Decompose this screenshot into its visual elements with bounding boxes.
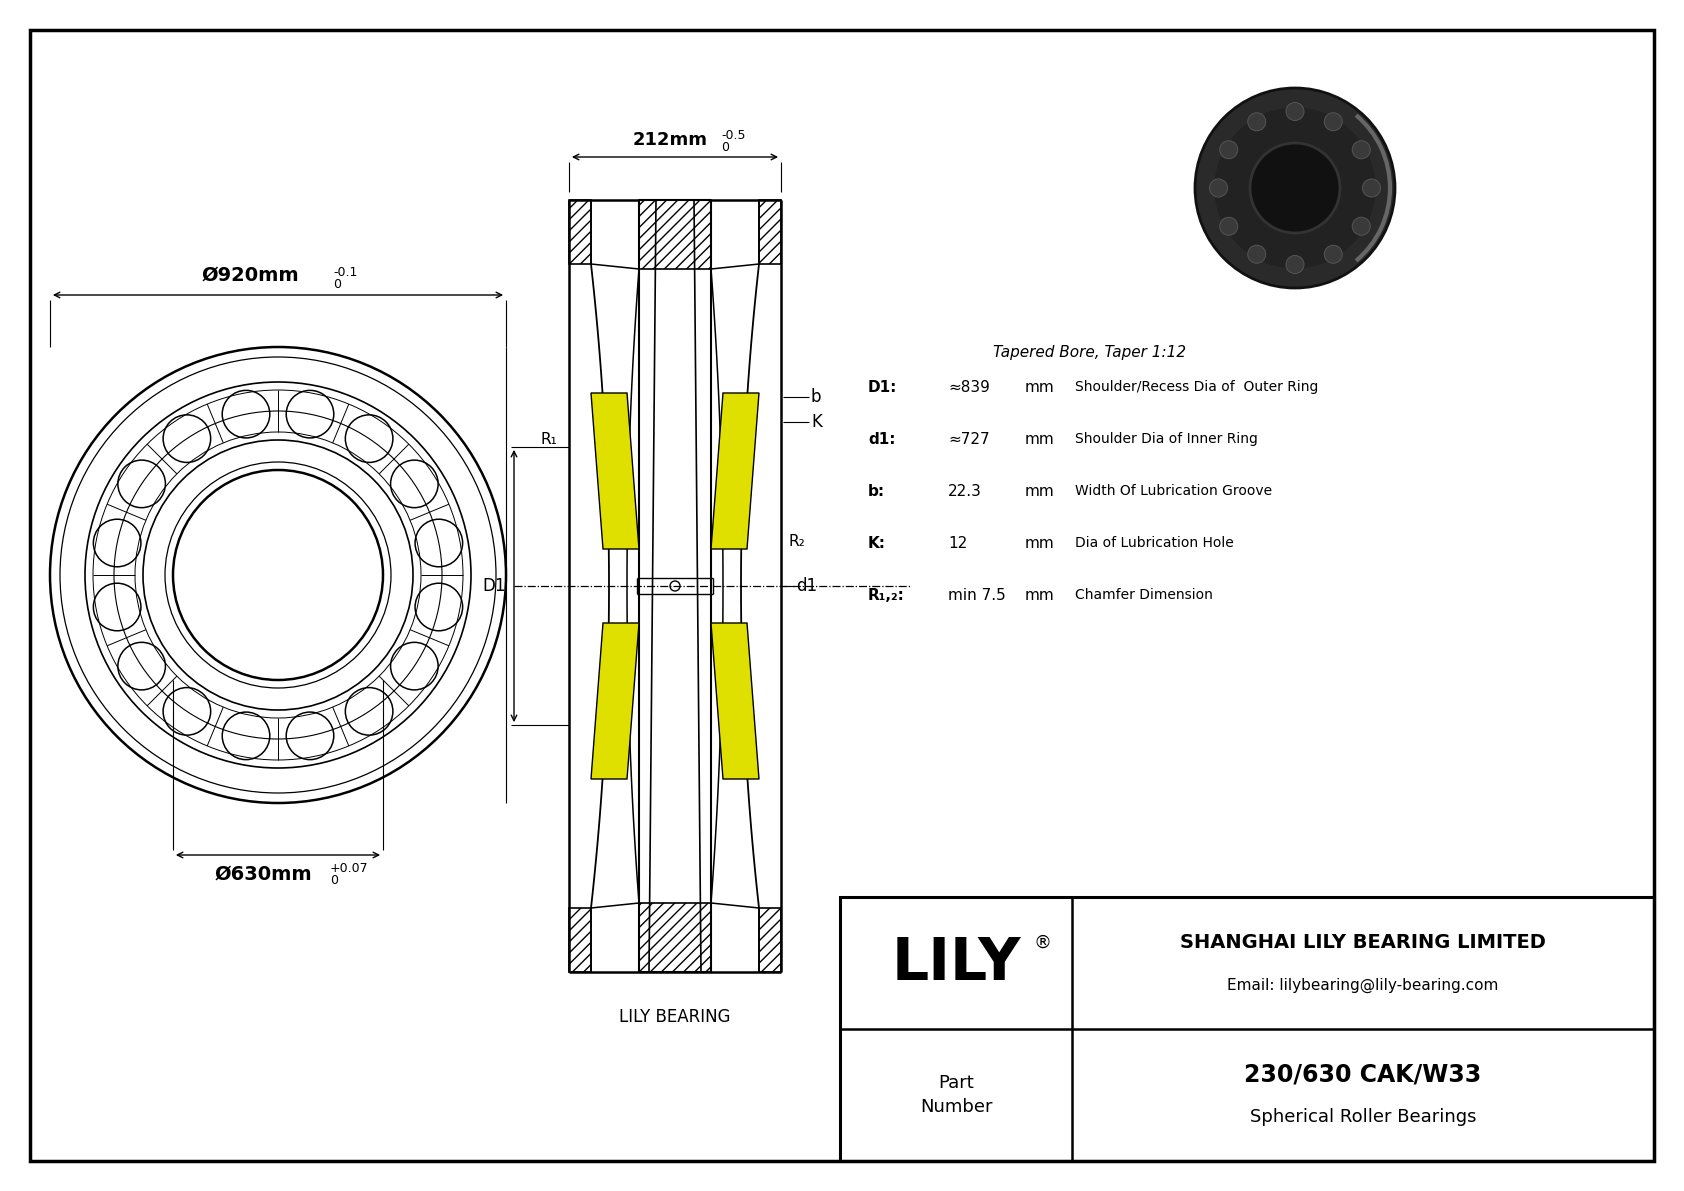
Text: mm: mm	[1026, 484, 1054, 499]
Bar	[569, 200, 591, 264]
Polygon shape	[591, 623, 638, 779]
Bar	[638, 200, 711, 269]
Text: ®: ®	[1034, 934, 1052, 952]
Text: LILY BEARING: LILY BEARING	[620, 1008, 731, 1025]
Circle shape	[1287, 102, 1303, 120]
Text: mm: mm	[1026, 431, 1054, 447]
Circle shape	[1250, 143, 1340, 233]
Text: 12: 12	[948, 536, 967, 550]
Text: Dia of Lubrication Hole: Dia of Lubrication Hole	[1074, 536, 1234, 550]
Circle shape	[1248, 113, 1266, 131]
Circle shape	[1324, 113, 1342, 131]
Text: 22.3: 22.3	[948, 484, 982, 499]
Text: ≈727: ≈727	[948, 431, 990, 447]
Text: 230/630 CAK/W33: 230/630 CAK/W33	[1244, 1062, 1482, 1086]
Circle shape	[1248, 245, 1266, 263]
Text: Ø630mm: Ø630mm	[214, 865, 312, 884]
Text: K:: K:	[867, 536, 886, 550]
Text: 212mm: 212mm	[633, 131, 707, 149]
Text: 0: 0	[721, 141, 729, 154]
Text: D1: D1	[483, 576, 505, 596]
Text: mm: mm	[1026, 380, 1054, 394]
Bar	[759, 908, 781, 972]
Text: ≈839: ≈839	[948, 380, 990, 394]
Bar	[840, 897, 1654, 1161]
Polygon shape	[711, 393, 759, 549]
Text: d1:: d1:	[867, 431, 896, 447]
Text: Shoulder Dia of Inner Ring: Shoulder Dia of Inner Ring	[1074, 432, 1258, 445]
Text: b: b	[812, 388, 822, 406]
Text: Ø920mm: Ø920mm	[200, 266, 298, 285]
Text: 0: 0	[333, 278, 340, 291]
Text: K: K	[812, 413, 822, 431]
Text: b:: b:	[867, 484, 886, 499]
Circle shape	[1209, 179, 1228, 197]
Text: SHANGHAI LILY BEARING LIMITED: SHANGHAI LILY BEARING LIMITED	[1180, 934, 1546, 953]
Text: R₁,₂:: R₁,₂:	[867, 587, 904, 603]
Text: LILY: LILY	[891, 935, 1021, 991]
Text: Part
Number: Part Number	[919, 1073, 992, 1116]
Circle shape	[1214, 107, 1376, 268]
Text: -0.5: -0.5	[721, 129, 746, 142]
Circle shape	[1352, 141, 1371, 158]
Text: R₁: R₁	[541, 432, 557, 448]
Text: R₂: R₂	[790, 535, 805, 549]
Circle shape	[1287, 256, 1303, 274]
Polygon shape	[591, 393, 638, 549]
Polygon shape	[711, 623, 759, 779]
Circle shape	[1219, 141, 1238, 158]
Text: 0: 0	[330, 874, 338, 887]
Text: mm: mm	[1026, 587, 1054, 603]
Text: Tapered Bore, Taper 1:12: Tapered Bore, Taper 1:12	[994, 345, 1187, 360]
Bar	[569, 908, 591, 972]
Circle shape	[1362, 179, 1381, 197]
Circle shape	[1352, 217, 1371, 236]
Text: d1: d1	[797, 576, 817, 596]
Text: mm: mm	[1026, 536, 1054, 550]
Text: Width Of Lubrication Groove: Width Of Lubrication Groove	[1074, 484, 1271, 498]
Circle shape	[1219, 217, 1238, 236]
Text: D1:: D1:	[867, 380, 898, 394]
Text: Email: lilybearing@lily-bearing.com: Email: lilybearing@lily-bearing.com	[1228, 978, 1499, 992]
Bar	[759, 200, 781, 264]
Bar	[638, 903, 711, 972]
Text: +0.07: +0.07	[330, 862, 369, 875]
Text: Spherical Roller Bearings: Spherical Roller Bearings	[1250, 1108, 1477, 1125]
Circle shape	[1196, 88, 1394, 288]
Circle shape	[1324, 245, 1342, 263]
Text: min 7.5: min 7.5	[948, 587, 1005, 603]
Text: Shoulder/Recess Dia of  Outer Ring: Shoulder/Recess Dia of Outer Ring	[1074, 380, 1319, 394]
Text: Chamfer Dimension: Chamfer Dimension	[1074, 588, 1212, 601]
Text: -0.1: -0.1	[333, 266, 357, 279]
